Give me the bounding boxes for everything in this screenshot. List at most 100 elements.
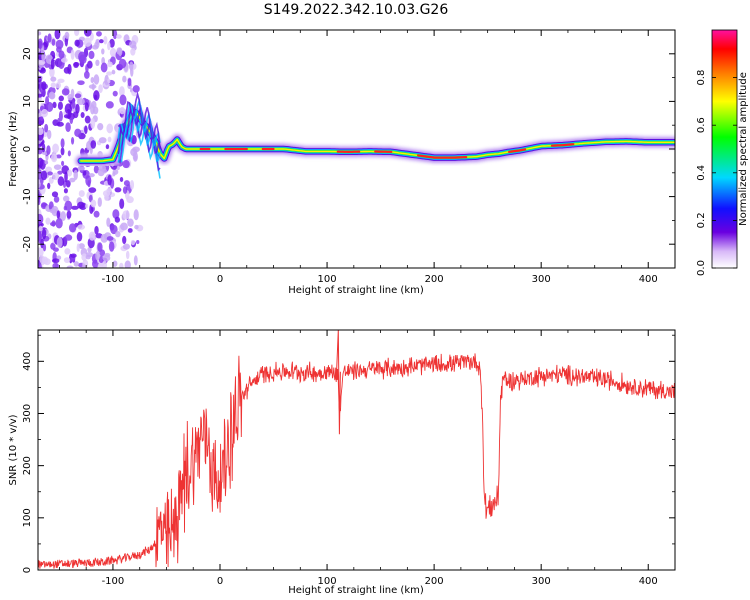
colorbar-label: Normalized spectral amplitude xyxy=(738,72,749,226)
noise-speckle xyxy=(122,186,128,194)
noise-speckle xyxy=(55,39,64,50)
noise-speckle xyxy=(90,77,95,84)
bottom-ytick-label: 300 xyxy=(22,404,33,423)
noise-speckle xyxy=(73,261,80,267)
noise-speckle xyxy=(48,91,55,100)
noise-speckle xyxy=(69,177,76,183)
bottom-ytick-label: 400 xyxy=(22,352,33,371)
noise-speckle xyxy=(57,78,65,84)
snr-line xyxy=(38,353,675,569)
noise-speckle xyxy=(58,110,63,122)
noise-speckle xyxy=(109,38,115,48)
noise-speckle xyxy=(74,93,82,99)
noise-speckle xyxy=(73,169,78,181)
top-ytick-label: 10 xyxy=(22,95,33,108)
noise-speckle xyxy=(38,198,41,206)
noise-speckle xyxy=(96,31,102,37)
snr-panel: -100 0 100 200 300 400 0 100 200 300 400 Height o… xyxy=(8,329,676,596)
noise-speckle xyxy=(53,164,62,170)
noise-speckle xyxy=(81,264,87,268)
noise-speckle xyxy=(134,224,139,230)
noise-speckle xyxy=(105,101,114,109)
noise-speckle xyxy=(38,225,43,232)
noise-speckle xyxy=(74,30,80,37)
noise-speckle xyxy=(76,231,83,242)
noise-speckle xyxy=(102,254,111,262)
noise-speckle xyxy=(90,118,96,129)
noise-speckle xyxy=(70,205,79,210)
noise-speckle xyxy=(122,75,127,83)
noise-speckle xyxy=(78,190,85,197)
noise-speckle xyxy=(53,196,60,203)
noise-speckle xyxy=(64,103,73,115)
noise-speckle xyxy=(38,157,44,168)
bottom-x-axis-label: Height of straight line (km) xyxy=(288,585,424,596)
noise-speckle xyxy=(50,76,57,82)
noise-speckle xyxy=(68,223,77,233)
colorbar-frame xyxy=(711,29,738,269)
noise-speckle xyxy=(114,187,122,193)
noise-speckle xyxy=(93,90,100,101)
noise-speckle xyxy=(55,154,62,159)
noise-speckle xyxy=(110,224,118,235)
noise-speckle xyxy=(40,170,48,181)
noise-speckle xyxy=(66,265,74,268)
bottom-xtick-label: 0 xyxy=(217,576,223,587)
noise-speckle xyxy=(44,123,49,133)
noise-speckle xyxy=(103,35,108,45)
frequency-ridge xyxy=(73,91,675,179)
bottom-ytick-label: 200 xyxy=(22,456,33,475)
noise-speckle xyxy=(47,171,53,176)
noise-speckle xyxy=(45,166,53,173)
noise-speckle xyxy=(38,31,42,36)
noise-speckle xyxy=(56,210,61,219)
noise-speckle xyxy=(70,136,75,145)
noise-speckle xyxy=(129,40,137,49)
colorbar-tick-label: 0.6 xyxy=(696,117,707,133)
top-xtick-label: 300 xyxy=(532,274,551,285)
colorbar-ticks: 0.0 0.2 0.4 0.6 0.8 xyxy=(696,70,737,276)
noise-speckle xyxy=(46,129,52,140)
noise-speckle xyxy=(47,182,51,190)
noise-speckle xyxy=(127,218,134,227)
noise-speckle xyxy=(107,41,111,51)
top-x-axis-label: Height of straight line (km) xyxy=(288,285,424,296)
figure-title: S149.2022.342.10.03.G26 xyxy=(264,2,449,18)
noise-speckle xyxy=(63,188,68,194)
noise-speckle xyxy=(38,75,42,81)
noise-speckle xyxy=(112,90,118,97)
noise-speckle xyxy=(61,160,65,166)
noise-speckle xyxy=(105,144,110,150)
noise-speckle xyxy=(38,127,44,136)
noise-speckle xyxy=(49,208,58,214)
noise-speckle xyxy=(106,123,113,134)
top-ytick-label: 0 xyxy=(22,146,33,152)
noise-speckle xyxy=(129,179,135,190)
noise-speckle xyxy=(97,242,103,253)
noise-speckle xyxy=(94,225,99,235)
noise-speckle xyxy=(40,116,44,122)
noise-speckle xyxy=(74,128,82,137)
noise-speckle xyxy=(106,71,113,76)
noise-speckle xyxy=(112,209,120,219)
noise-speckle xyxy=(119,94,127,106)
noise-speckle xyxy=(80,111,85,118)
noise-speckle xyxy=(41,228,47,240)
noise-speckle xyxy=(78,54,87,65)
noise-speckle xyxy=(49,221,56,227)
noise-speckle xyxy=(65,180,71,188)
noise-speckle xyxy=(97,263,103,268)
noise-speckle xyxy=(49,67,55,78)
noise-speckle xyxy=(67,150,71,157)
top-ytick-label: 20 xyxy=(22,47,33,60)
noise-speckle xyxy=(61,88,70,96)
noise-speckle xyxy=(70,49,75,60)
noise-speckle xyxy=(74,39,80,47)
noise-speckle xyxy=(41,52,46,62)
noise-speckle xyxy=(93,74,100,85)
top-xtick-label: 0 xyxy=(217,274,223,285)
noise-speckle xyxy=(67,169,73,177)
noise-speckle xyxy=(41,143,46,153)
top-y-ticks: -20 -10 0 10 20 xyxy=(22,29,675,269)
